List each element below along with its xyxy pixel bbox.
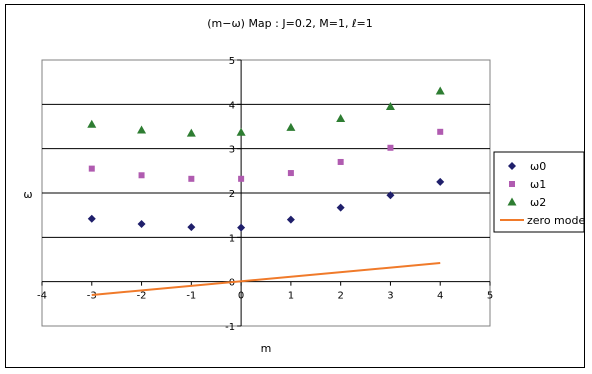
series-0-point-4	[286, 215, 295, 224]
series-2-point-2	[186, 128, 196, 137]
series-1-point-7	[437, 128, 444, 135]
series-1-point-1	[138, 172, 145, 179]
x-tick-label-9: 5	[487, 291, 493, 302]
x-axis-label: m	[261, 342, 272, 355]
x-tick-label-6: 2	[337, 291, 343, 302]
y-tick-label-1: 0	[229, 278, 235, 289]
series-1-point-4	[287, 170, 294, 177]
series-0-point-0	[87, 214, 96, 223]
series-1-point-3	[238, 175, 245, 182]
x-tick-label-1: -3	[87, 291, 97, 302]
legend-label-3: zero mode	[527, 214, 585, 227]
y-tick-label-4: 3	[229, 145, 235, 156]
legend-label-0: ω0	[530, 160, 546, 173]
x-tick-label-7: 3	[387, 291, 393, 302]
legend: ω0 ω1 ω2 zero mode	[493, 151, 585, 233]
data-marks	[87, 86, 445, 296]
y-tick-label-6: 5	[229, 56, 235, 67]
series-1-point-5	[337, 158, 344, 165]
series-2-point-3	[236, 127, 246, 136]
series-2-point-4	[286, 122, 296, 131]
series-0-point-1	[137, 220, 146, 229]
gridlines	[42, 103, 490, 238]
chart-title: (m−ω) Map : J=0.2, M=1, ℓ=1	[207, 17, 373, 30]
series-0-point-5	[336, 203, 345, 212]
x-tick-label-3: -1	[186, 291, 196, 302]
y-tick-label-3: 2	[229, 189, 235, 200]
series-2-point-0	[87, 119, 97, 128]
series-0-point-7	[436, 177, 445, 186]
y-tick-label-0: -1	[225, 322, 235, 333]
x-tick-label-5: 1	[288, 291, 294, 302]
legend-label-1: ω1	[530, 178, 546, 191]
tick-labels: -4 -3 -2 -1 0 1 2 3 4 5 -1 0 1 2 3 4 5	[37, 56, 493, 333]
series-2-point-1	[137, 125, 147, 134]
x-tick-label-0: -4	[37, 291, 47, 302]
x-tick-label-8: 4	[437, 291, 443, 302]
legend-marker-0	[508, 162, 516, 170]
series-0-point-2	[187, 223, 196, 232]
x-tick-label-4: 0	[238, 291, 244, 302]
series-2-point-7	[435, 86, 445, 95]
series-1-point-6	[387, 144, 394, 151]
legend-marker-2	[507, 197, 517, 206]
y-tick-label-5: 4	[229, 100, 235, 111]
series-0-point-6	[386, 191, 395, 200]
series-1-point-2	[188, 175, 195, 182]
series-2-point-5	[336, 114, 346, 123]
y-tick-label-2: 1	[229, 233, 235, 244]
legend-label-2: ω2	[530, 196, 546, 209]
y-axis-label: ω	[23, 188, 32, 201]
series-1-point-0	[88, 165, 95, 172]
series-2-point-6	[385, 102, 395, 111]
series-0-point-3	[237, 223, 246, 232]
x-tick-label-2: -2	[137, 291, 147, 302]
series-3-line	[91, 262, 441, 296]
legend-marker-1	[509, 181, 515, 187]
